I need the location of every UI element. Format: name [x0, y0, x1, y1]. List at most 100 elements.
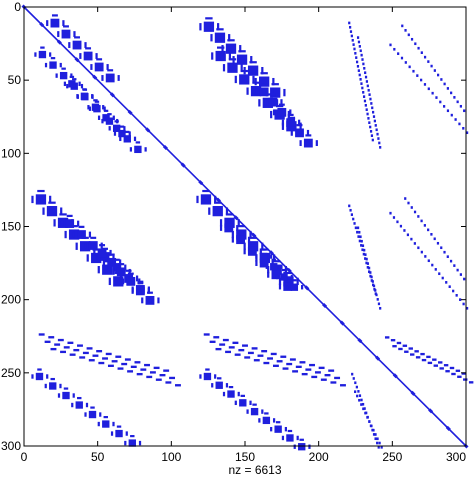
bm-band-bar	[284, 426, 287, 432]
bm-band-bar	[214, 374, 217, 379]
bl-stair-a-dash	[163, 369, 170, 372]
tr-strip-a-dot	[361, 86, 364, 90]
br-stair-b-dash	[439, 367, 444, 370]
tr-strip-d-dot	[410, 37, 414, 41]
bl-band-bar	[71, 402, 74, 408]
bm-stair-c-dash	[234, 353, 241, 356]
br-strip-b-dot	[362, 407, 365, 411]
tl-band-c-bar	[113, 131, 117, 136]
mr-strip-a-dot	[368, 270, 371, 274]
bl-band-bar	[59, 383, 62, 389]
mr-strip-b-dot	[365, 257, 368, 261]
tm-band-b-bar	[287, 116, 296, 119]
ml-band-c-block	[107, 257, 117, 267]
plot-frame	[23, 6, 467, 447]
br-stair-a-dash	[396, 341, 402, 345]
tm-band-c-bar	[306, 129, 310, 136]
mm-band-c-bar	[270, 254, 273, 259]
tm-band-b-bar	[252, 81, 260, 84]
mm-band-a-bar	[267, 266, 270, 274]
tl-band-a-bar	[46, 20, 49, 27]
mm-band-b-bar	[249, 242, 256, 245]
tm-band-a-bar	[261, 67, 264, 75]
tr-strip-a-dot	[352, 43, 355, 46]
ml-band-c-bar	[118, 263, 125, 266]
bm-stair-c-dash	[301, 372, 308, 376]
mm-band-c-bar	[280, 264, 283, 269]
bl-stair-c-dash	[79, 356, 86, 359]
mr-strip-c-dot	[396, 220, 399, 224]
mm-band-b-bar	[267, 271, 270, 278]
tl-band-b-bar	[123, 126, 126, 131]
tl-band-b-bar	[93, 99, 98, 102]
br-stair-b-dash	[427, 361, 433, 365]
tl-band-a-bar	[79, 53, 82, 59]
tm-band-a-bar	[205, 17, 213, 20]
ml-band-c-bar	[137, 282, 144, 285]
bm-band-bar	[296, 435, 299, 441]
bl-stair-b-dash	[159, 374, 166, 377]
br-stair-a-dash	[408, 347, 413, 350]
mm-band-c-bar	[275, 274, 279, 280]
tl-band-b-bar	[66, 83, 69, 89]
tl-band-b-bar	[135, 141, 141, 144]
br-strip-a-dot	[377, 446, 380, 449]
mr-strip-c-dot	[455, 294, 458, 297]
mr-strip-a-dot	[366, 266, 369, 269]
tm-band-c-bar	[289, 109, 292, 116]
ml-band-a-bar	[108, 277, 111, 286]
br-strip-a-dot	[363, 407, 366, 410]
tl-band-c-bar	[76, 94, 79, 99]
br-strip-b-dot	[374, 433, 377, 436]
mm-band-a-bar	[249, 230, 252, 239]
br-stair-a-dash	[443, 364, 449, 367]
bm-band-bar	[246, 409, 249, 414]
bm-band-block	[227, 390, 235, 398]
tm-band-c-bar	[299, 140, 302, 147]
br-strip-a-dot	[351, 372, 354, 376]
tl-band-b-bar	[61, 67, 66, 70]
br-strip-a-dot	[352, 377, 355, 380]
br-strip-a-dot	[376, 441, 379, 445]
tr-strip-d-dot	[430, 64, 433, 68]
mm-band-a-bar	[208, 207, 211, 215]
tl-band-a-bar	[106, 64, 109, 70]
mr-strip-c-dot	[399, 224, 403, 228]
tm-band-b-bar	[270, 110, 273, 119]
mm-band-b-block	[236, 235, 245, 245]
bl-band-bar	[130, 435, 135, 438]
diagonal-mark	[428, 408, 434, 414]
mr-strip-d-dot	[410, 206, 413, 209]
tl-band-b-bar	[133, 136, 137, 142]
tr-strip-d-dot	[450, 91, 453, 95]
ml-band-a-bar	[70, 225, 78, 228]
br-stair-b-dash	[415, 356, 421, 359]
bm-band-block	[274, 425, 282, 433]
tm-band-b-bar	[222, 64, 226, 72]
y-tick-label: 100	[1, 146, 21, 160]
bl-stair-c-dash	[175, 384, 181, 387]
tl-band-c-block	[105, 117, 114, 125]
tr-strip-a-dot	[353, 47, 356, 51]
bm-band-bar	[237, 391, 240, 397]
mr-strip-b-dot	[375, 293, 378, 297]
tr-strip-a-dot	[371, 138, 374, 142]
tr-strip-c-dot	[393, 47, 396, 51]
tr-strip-b-dot	[372, 115, 376, 118]
bm-stair-a-dash	[289, 358, 296, 361]
tm-band-c-bar	[296, 124, 303, 127]
mm-band-c-bar	[261, 248, 266, 251]
bm-stair-b-dash	[209, 340, 216, 343]
bm-band-bar	[217, 377, 222, 380]
mr-strip-c-dot	[403, 229, 406, 232]
tm-band-a-bar	[249, 61, 257, 64]
mr-strip-b-dot	[379, 306, 382, 310]
bm-stair-b-dash	[276, 360, 283, 363]
mm-band-b-bar	[243, 248, 246, 255]
tl-band-c-bar	[69, 75, 75, 78]
tr-strip-b-dot	[370, 102, 373, 105]
bm-band-bar	[264, 412, 269, 415]
mm-band-a-bar	[214, 195, 217, 204]
ml-band-b-bar	[60, 220, 64, 227]
tl-band-b-bar	[103, 109, 109, 112]
